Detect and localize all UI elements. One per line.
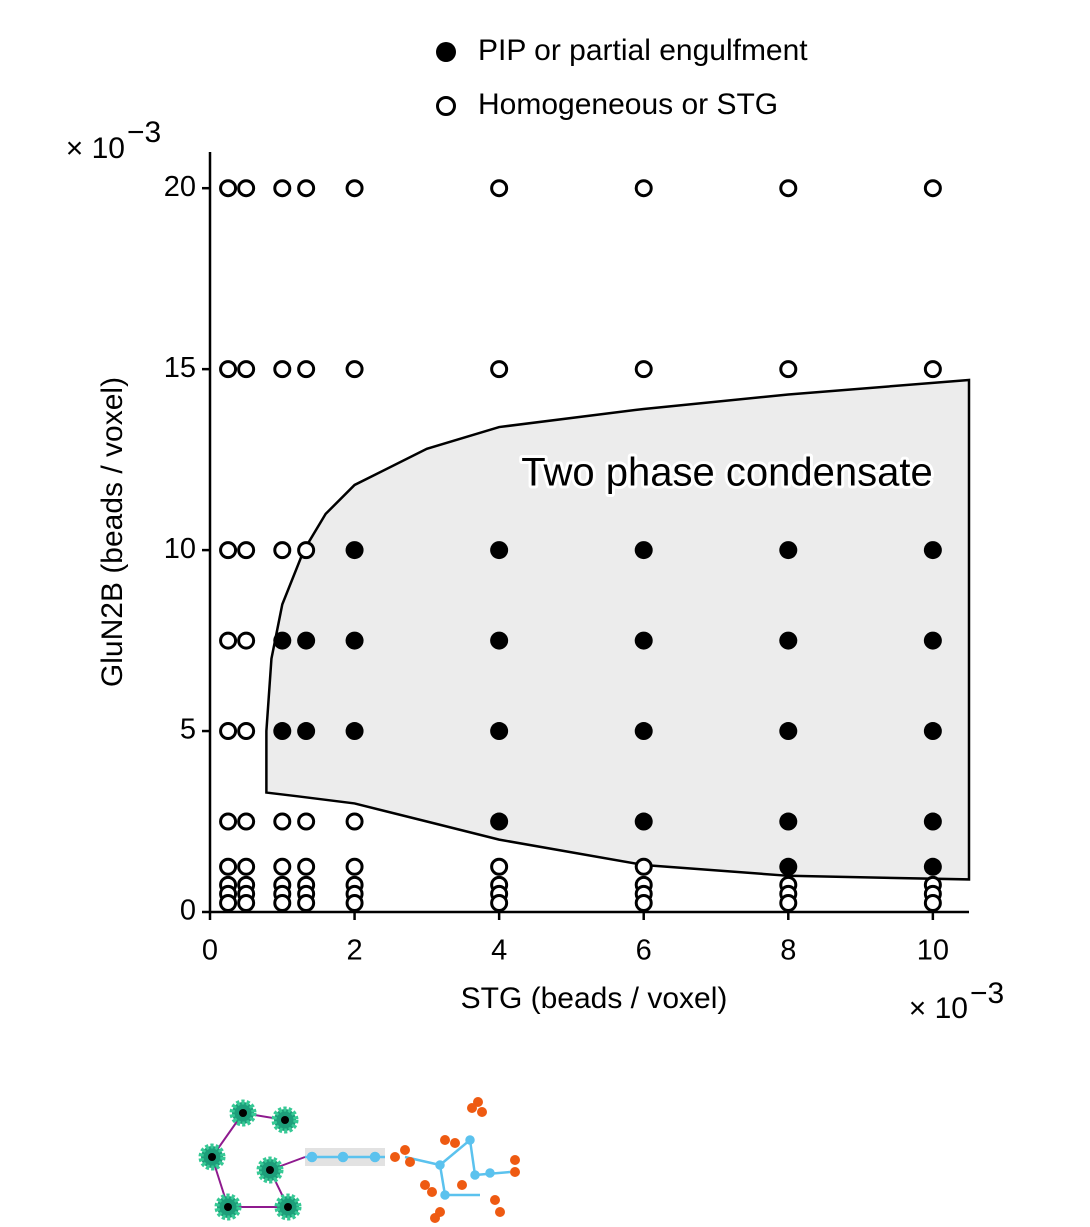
x-exponent: −3 [970, 977, 1004, 1010]
point [779, 179, 798, 198]
point [923, 541, 942, 560]
x-tick-label: 8 [780, 935, 796, 967]
two-phase-region [265, 378, 971, 881]
point [490, 179, 509, 198]
point [273, 893, 292, 912]
x-tick-label: 4 [491, 935, 507, 967]
point [297, 857, 316, 876]
y-tick-label: 0 [180, 895, 196, 927]
y-tick-label: 5 [180, 714, 196, 746]
point [237, 722, 256, 741]
y-tick-label: 10 [164, 533, 196, 565]
y-tick-label: 20 [164, 171, 196, 203]
point [779, 631, 798, 650]
legend-marker [436, 96, 456, 116]
point [219, 360, 238, 379]
x-tick-label: 0 [202, 935, 218, 967]
point [490, 857, 509, 876]
point [345, 893, 364, 912]
point [297, 722, 316, 741]
point [273, 631, 292, 650]
x-tick-label: 2 [347, 935, 363, 967]
point [297, 631, 316, 650]
x-axis-label: STG (beads / voxel) [461, 982, 728, 1015]
point [779, 812, 798, 831]
point [634, 631, 653, 650]
point [490, 360, 509, 379]
point [634, 179, 653, 198]
y-axis-label: GluN2B (beads / voxel) [96, 377, 129, 687]
point [237, 541, 256, 560]
plot: Two phase condensate 0 2 4 6 8 10 0 5 10 15 20 STG (… [66, 34, 1004, 1025]
point [297, 541, 316, 560]
legend-label: Homogeneous or STG [478, 88, 778, 121]
x-multiplier: × 10 [909, 992, 968, 1025]
point [490, 541, 509, 560]
point [237, 360, 256, 379]
point [219, 722, 238, 741]
point [219, 857, 238, 876]
point [297, 360, 316, 379]
point [219, 631, 238, 650]
point [490, 631, 509, 650]
point [923, 812, 942, 831]
point [634, 857, 653, 876]
point [345, 360, 364, 379]
point [219, 179, 238, 198]
point [923, 360, 942, 379]
point [273, 179, 292, 198]
x-tick-label: 10 [917, 935, 949, 967]
point [634, 541, 653, 560]
y-exponent: −3 [127, 116, 161, 149]
point [219, 893, 238, 912]
point [923, 179, 942, 198]
y-tick-label: 15 [164, 352, 196, 384]
point [490, 722, 509, 741]
point [634, 812, 653, 831]
point [297, 179, 316, 198]
point [345, 722, 364, 741]
point [779, 541, 798, 560]
point [779, 360, 798, 379]
legend-label: PIP or partial engulfment [478, 34, 808, 67]
legend-marker [436, 42, 456, 62]
point [219, 541, 238, 560]
point [219, 812, 238, 831]
point [237, 857, 256, 876]
point [490, 812, 509, 831]
molecule-illustration [198, 1097, 520, 1223]
point [923, 722, 942, 741]
point [634, 893, 653, 912]
point [273, 722, 292, 741]
point [490, 893, 509, 912]
point [273, 541, 292, 560]
point [237, 631, 256, 650]
point [273, 857, 292, 876]
point [345, 179, 364, 198]
point [634, 722, 653, 741]
point [923, 857, 942, 876]
point [345, 812, 364, 831]
point [779, 722, 798, 741]
point [237, 179, 256, 198]
point [273, 812, 292, 831]
point [237, 812, 256, 831]
point [345, 541, 364, 560]
point [237, 893, 256, 912]
point [297, 893, 316, 912]
y-multiplier: × 10 [66, 132, 125, 165]
point [779, 893, 798, 912]
point [273, 360, 292, 379]
point [634, 360, 653, 379]
point [345, 631, 364, 650]
x-tick-label: 6 [636, 935, 652, 967]
point [345, 857, 364, 876]
point [923, 631, 942, 650]
point [779, 857, 798, 876]
region-label: Two phase condensate [521, 451, 932, 495]
point [297, 812, 316, 831]
point [923, 893, 942, 912]
